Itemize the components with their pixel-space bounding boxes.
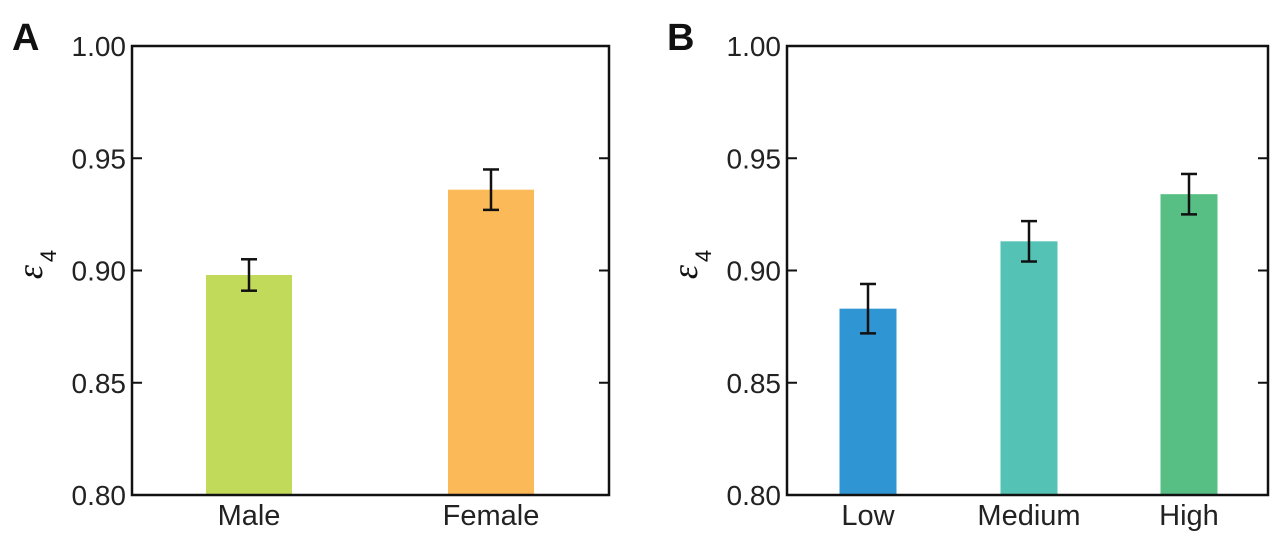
error-bar-medium	[1021, 219, 1037, 263]
y-axis-label-a: ε 4	[10, 250, 61, 279]
plot-frame-b	[785, 44, 1270, 497]
bar-medium	[1000, 241, 1058, 495]
x-tick-label-low: Low	[841, 500, 895, 532]
chart-marks-a: 0.80 0.85 0.90 0.95 1.00 Male Female	[72, 31, 609, 532]
plot-frame-a	[130, 44, 611, 497]
panel-letter-a: A	[12, 17, 39, 59]
bar-male	[206, 274, 292, 495]
error-bar-low	[860, 282, 876, 335]
y-axis-label-main-b: ε	[665, 264, 705, 279]
panel-letter-b: B	[667, 17, 694, 59]
error-bar-female	[483, 168, 499, 212]
panel-a: A ε 4 0.80 0.85 0.90 0.95 1.00 Male Female	[10, 17, 611, 532]
x-tick-label-male: Male	[218, 500, 281, 532]
y-axis-label-main-a: ε	[10, 264, 50, 279]
bar-high	[1160, 194, 1218, 496]
y-tick-label-b: 0.85	[727, 368, 782, 399]
bar-low	[839, 308, 897, 495]
x-tick-label-female: Female	[443, 500, 540, 532]
y-axis-label-sub-b: 4	[691, 250, 716, 262]
y-tick-label-a: 0.90	[72, 256, 127, 287]
bar-female	[448, 189, 534, 495]
chart-marks-b: 0.80 0.85 0.90 0.95 1.00 Low Medium High	[727, 31, 1268, 532]
y-tick-label-b: 1.00	[727, 31, 782, 62]
x-tick-label-medium: Medium	[977, 500, 1080, 532]
panel-b: B ε 4 0.80 0.85 0.90 0.95 1.00 Low Medium High	[665, 17, 1270, 532]
y-tick-label-a: 1.00	[72, 31, 127, 62]
y-axis-label-sub-a: 4	[36, 250, 61, 262]
error-bar-male	[241, 258, 257, 292]
y-tick-label-a: 0.80	[72, 480, 127, 511]
y-tick-label-b: 0.90	[727, 256, 782, 287]
x-tick-label-high: High	[1159, 500, 1219, 532]
y-tick-label-a: 0.95	[72, 143, 127, 174]
y-tick-label-b: 0.80	[727, 480, 782, 511]
error-bar-high	[1181, 172, 1197, 216]
y-axis-label-b: ε 4	[665, 250, 716, 279]
y-tick-label-b: 0.95	[727, 143, 782, 174]
y-tick-label-a: 0.85	[72, 368, 127, 399]
